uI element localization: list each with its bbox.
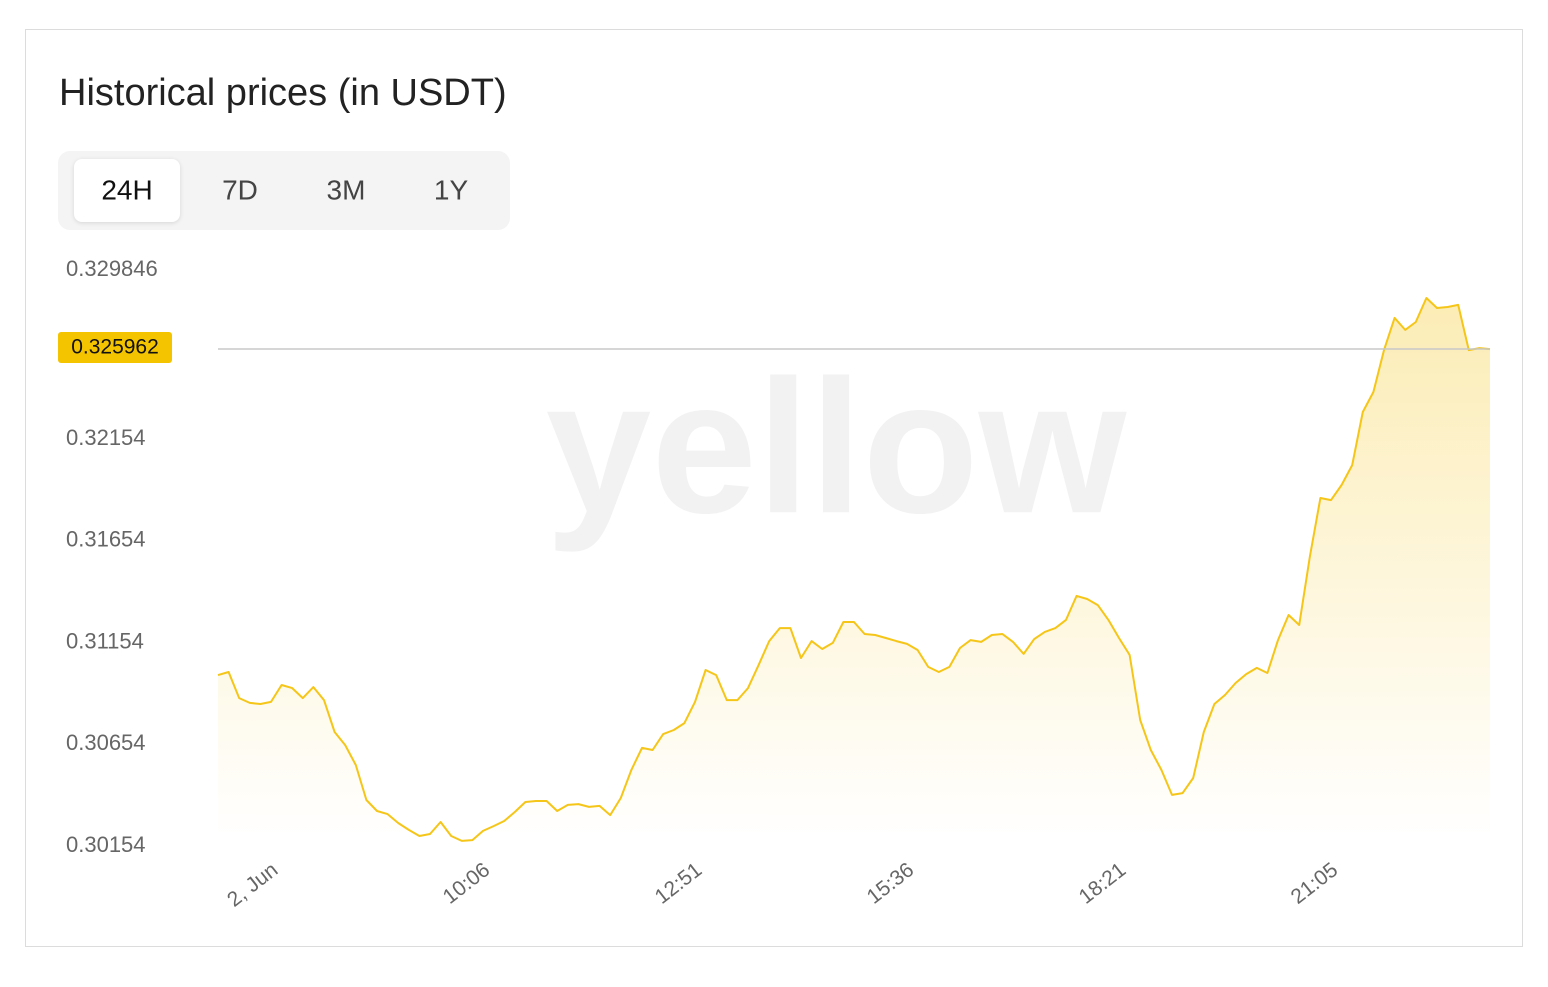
- y-tick-label: 0.32154: [66, 425, 146, 450]
- tab[interactable]: 1Y: [434, 174, 469, 205]
- y-tick-label: 0.31154: [66, 628, 144, 653]
- current-price-label: 0.325962: [71, 336, 159, 359]
- y-tick-label: 0.329846: [66, 256, 158, 281]
- tab-active-bg[interactable]: [74, 159, 180, 222]
- tab[interactable]: 7D: [222, 174, 258, 205]
- tab[interactable]: 3M: [327, 174, 366, 205]
- title: Historical prices (in USDT): [59, 72, 507, 114]
- y-tick-label: 0.31654: [66, 527, 146, 552]
- watermark: yellow: [546, 341, 1128, 553]
- y-tick-label: 0.30654: [66, 730, 146, 755]
- tab[interactable]: 24H: [101, 174, 152, 205]
- price-line: [217, 297, 1491, 842]
- current-price-badge: [58, 332, 172, 364]
- y-tick-label: 0.30154: [66, 832, 146, 857]
- area-fill: [218, 298, 1490, 841]
